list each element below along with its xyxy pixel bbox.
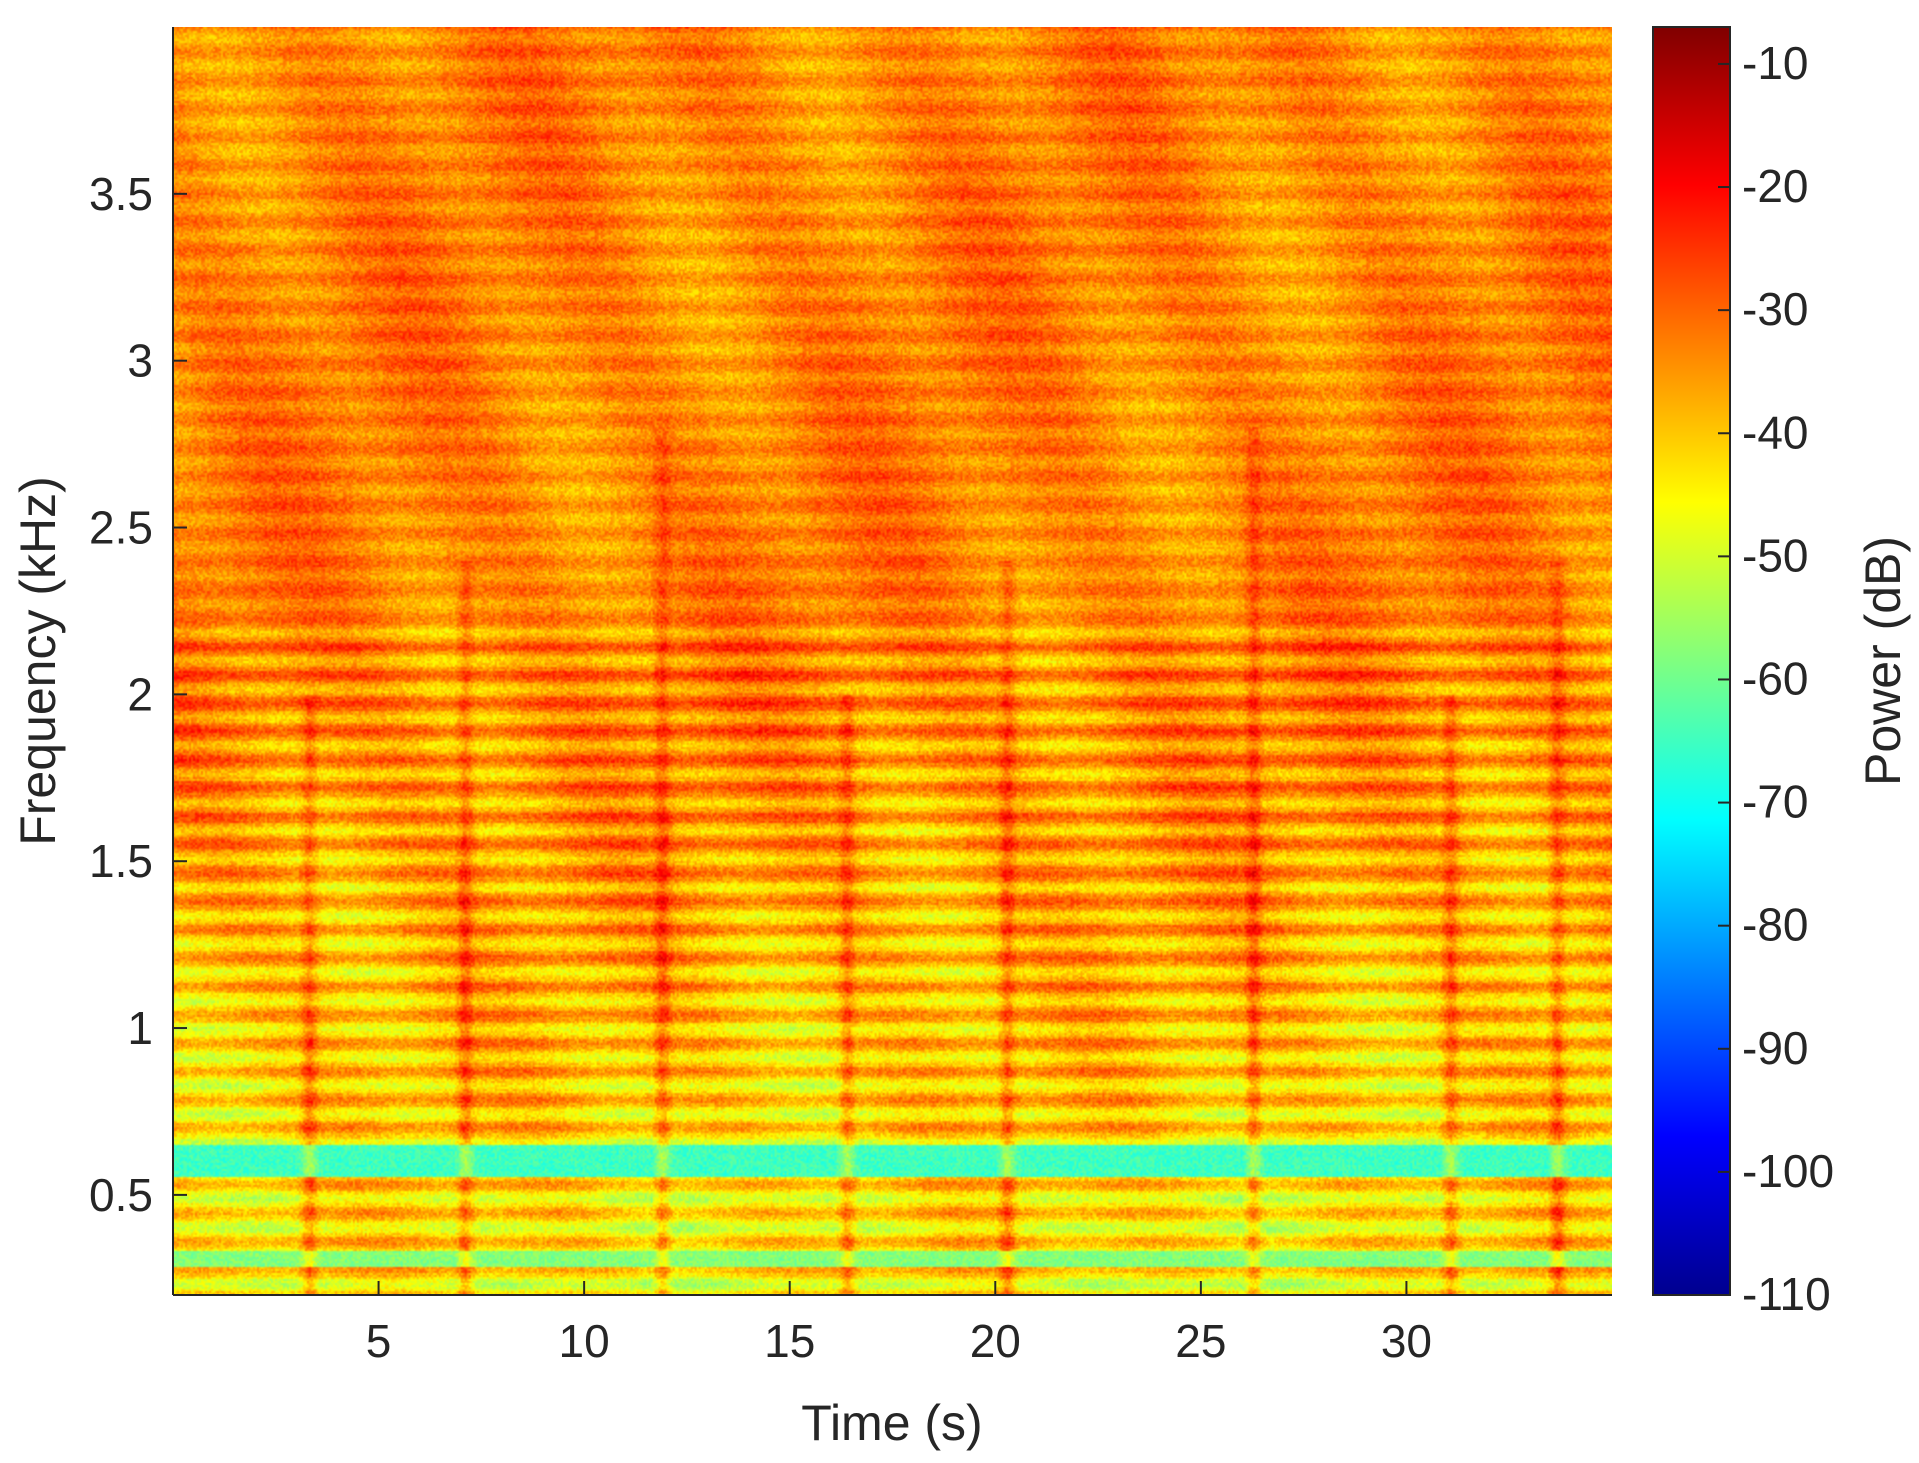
colorbar-tick-label: -110 (1742, 1268, 1831, 1320)
colorbar-tick-label: -30 (1742, 283, 1808, 335)
y-tick-label: 3.5 (89, 168, 153, 220)
x-axis-ticks: 5 10 15 20 25 30 (366, 1281, 1432, 1367)
y-tick-label: 3 (127, 335, 153, 387)
colorbar-ticks: -10 -20 -30 -40 -50 -60 -70 -80 -90 -100 -110 (1718, 37, 1834, 1320)
y-tick-label: 2 (127, 668, 153, 720)
colorbar-tick-label: -80 (1742, 899, 1808, 951)
x-axis-label: Time (s) (801, 1395, 982, 1451)
x-tick-label: 30 (1381, 1315, 1432, 1367)
colorbar-tick-label: -40 (1742, 406, 1808, 458)
y-tick-label: 2.5 (89, 502, 153, 554)
x-tick-label: 5 (366, 1315, 392, 1367)
colorbar-tick-label: -60 (1742, 652, 1808, 704)
x-tick-label: 10 (559, 1315, 610, 1367)
colorbar-tick-label: -90 (1742, 1022, 1808, 1074)
x-tick-label: 15 (764, 1315, 815, 1367)
colorbar-tick-label: -50 (1742, 529, 1808, 581)
colorbar-tick-label: -10 (1742, 37, 1808, 89)
colorbar (1652, 26, 1731, 1296)
colorbar-tick-label: -100 (1742, 1145, 1834, 1197)
colorbar-label: Power (dB) (1855, 536, 1911, 786)
y-axis-label: Frequency (kHz) (10, 476, 66, 846)
colorbar-tick-label: -20 (1742, 160, 1808, 212)
y-axis-ticks: 0.5 1 1.5 2 2.5 3 3.5 (89, 168, 187, 1221)
spectrogram-plot-area (173, 27, 1612, 1295)
x-tick-label: 25 (1175, 1315, 1226, 1367)
y-tick-label: 1.5 (89, 835, 153, 887)
y-tick-label: 1 (127, 1002, 153, 1054)
colorbar-tick-label: -70 (1742, 776, 1808, 828)
x-tick-label: 20 (970, 1315, 1021, 1367)
y-tick-label: 0.5 (89, 1169, 153, 1221)
